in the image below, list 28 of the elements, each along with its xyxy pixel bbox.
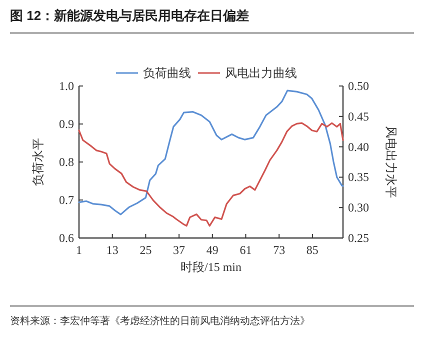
x-tick-label: 85 xyxy=(306,243,318,257)
x-tick-label: 1 xyxy=(76,243,82,257)
y2-tick-label: 0.45 xyxy=(348,109,369,124)
line-series xyxy=(78,90,344,216)
legend-label: 负荷曲线 xyxy=(143,66,191,80)
y2-tick-label: 0.30 xyxy=(348,200,369,215)
y2-tick-label: 0.35 xyxy=(348,170,369,184)
y-axis-title: 负荷水平 xyxy=(31,138,45,186)
y2-tick-label: 0.50 xyxy=(348,79,369,93)
y-tick-label: 0.9 xyxy=(59,117,74,131)
x-tick-label: 49 xyxy=(206,243,218,257)
y-tick-label: 0.6 xyxy=(59,231,74,245)
y2-tick-label: 0.40 xyxy=(348,140,369,154)
line-series xyxy=(78,122,344,227)
text: 资料来源：李宏仲等著《考虑经济性的日前风电消纳动态评估方法》 xyxy=(10,315,310,327)
y-tick-label: 0.7 xyxy=(59,193,74,207)
y2-axis-title: 风电出力水平 xyxy=(384,126,398,198)
x-axis-title: 时段/15 min xyxy=(180,260,242,274)
y-tick-label: 1.0 xyxy=(59,79,74,93)
x-tick-label: 61 xyxy=(240,243,252,257)
x-tick-label: 37 xyxy=(173,243,186,257)
y2-tick-label: 0.25 xyxy=(348,231,369,245)
x-tick-label: 25 xyxy=(140,243,152,257)
legend-label: 风电出力曲线 xyxy=(225,66,297,80)
x-tick-label: 13 xyxy=(106,243,118,257)
y-tick-label: 0.8 xyxy=(59,155,74,169)
x-tick-label: 73 xyxy=(273,243,286,257)
chart-title: 图 12：新能源发电与居民用电存在日偏差 xyxy=(10,8,250,23)
